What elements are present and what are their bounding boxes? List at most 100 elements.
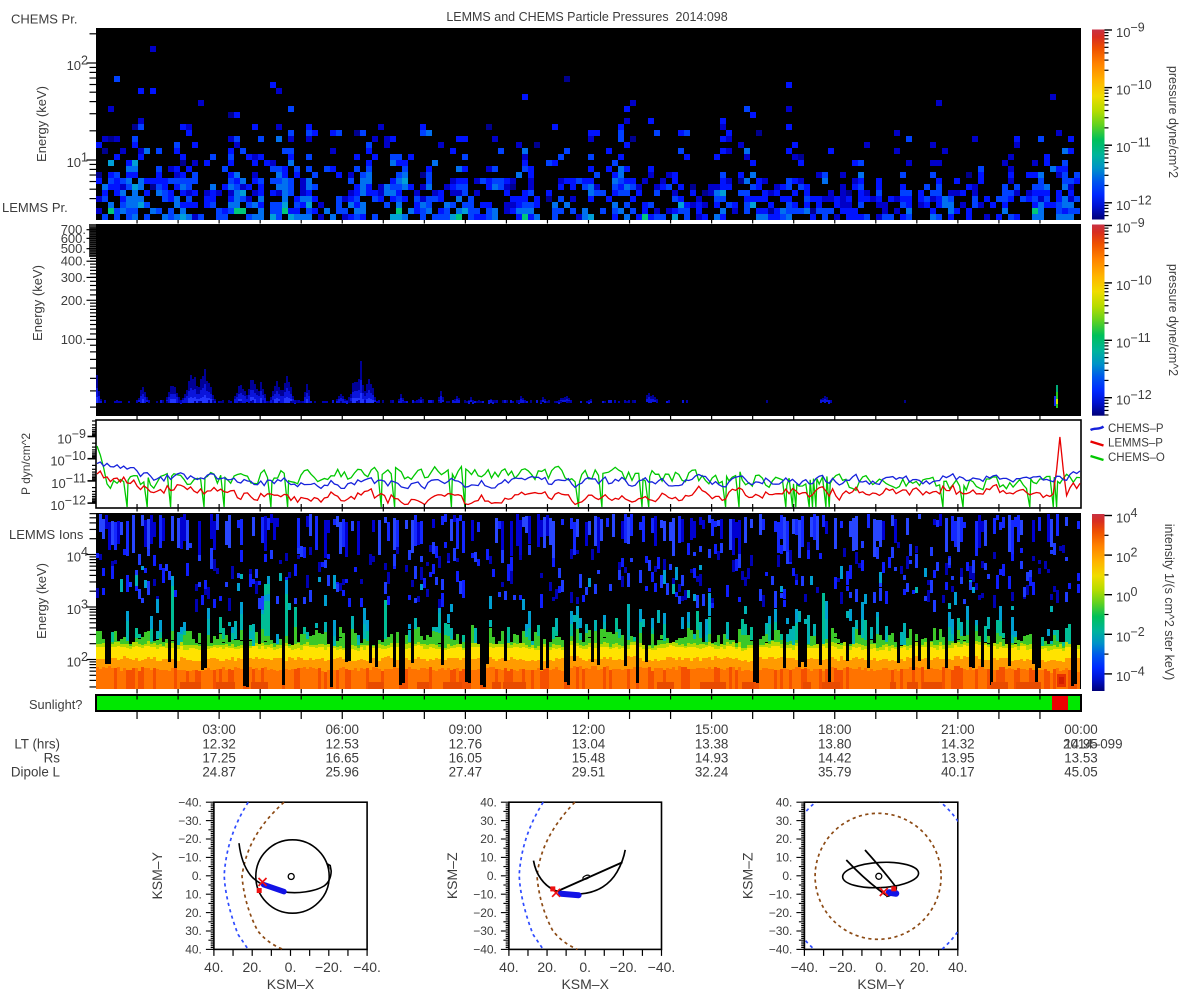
svg-text:14.32: 14.32 bbox=[941, 737, 975, 752]
svg-text:−10.: −10. bbox=[178, 851, 202, 865]
svg-text:KSM–Y: KSM–Y bbox=[857, 976, 905, 992]
svg-text:LEMMS Ions: LEMMS Ions bbox=[9, 527, 84, 542]
svg-text:KSM–Z: KSM–Z bbox=[739, 852, 755, 899]
svg-text:0.: 0. bbox=[487, 869, 497, 883]
svg-text:10−4: 10−4 bbox=[1116, 664, 1145, 684]
svg-text:102: 102 bbox=[67, 54, 88, 74]
svg-text:LEMMS and CHEMS Particle Press: LEMMS and CHEMS Particle Pressures 2014:… bbox=[446, 10, 727, 24]
svg-text:06:00: 06:00 bbox=[325, 722, 359, 737]
svg-text:27.47: 27.47 bbox=[449, 764, 483, 779]
svg-text:104: 104 bbox=[1116, 506, 1137, 526]
svg-text:10−10: 10−10 bbox=[1116, 273, 1152, 293]
svg-text:10−11: 10−11 bbox=[51, 471, 86, 491]
svg-text:12.76: 12.76 bbox=[449, 737, 483, 752]
svg-text:−20.: −20. bbox=[178, 832, 202, 846]
svg-text:40.: 40. bbox=[948, 959, 967, 975]
svg-text:03:00: 03:00 bbox=[202, 722, 236, 737]
svg-text:Energy (keV): Energy (keV) bbox=[34, 563, 49, 639]
svg-text:104: 104 bbox=[67, 545, 88, 565]
svg-text:32.24: 32.24 bbox=[695, 764, 729, 779]
svg-text:−20.: −20. bbox=[769, 906, 793, 920]
svg-text:−30.: −30. bbox=[473, 924, 497, 938]
svg-text:45.05: 45.05 bbox=[1064, 764, 1098, 779]
svg-text:21:00: 21:00 bbox=[941, 722, 975, 737]
svg-text:Energy (keV): Energy (keV) bbox=[34, 86, 49, 162]
svg-text:24.87: 24.87 bbox=[202, 764, 236, 779]
svg-text:10−11: 10−11 bbox=[1116, 136, 1151, 156]
svg-text:−40.: −40. bbox=[473, 943, 497, 957]
svg-text:20.: 20. bbox=[480, 832, 497, 846]
svg-text:pressure dyne/cm^2: pressure dyne/cm^2 bbox=[1166, 264, 1180, 376]
svg-text:40.: 40. bbox=[185, 943, 202, 957]
svg-text:−20.: −20. bbox=[473, 906, 497, 920]
svg-text:101: 101 bbox=[67, 151, 88, 171]
svg-text:Energy (keV): Energy (keV) bbox=[30, 265, 45, 341]
svg-text:P dyn/cm^2: P dyn/cm^2 bbox=[19, 433, 33, 495]
svg-text:−20.: −20. bbox=[610, 959, 638, 975]
svg-text:−20.: −20. bbox=[315, 959, 343, 975]
svg-text:0.: 0. bbox=[285, 959, 297, 975]
svg-text:20.: 20. bbox=[537, 959, 556, 975]
svg-text:−40.: −40. bbox=[178, 795, 202, 809]
svg-text:LT (hrs): LT (hrs) bbox=[14, 737, 60, 752]
svg-text:−40.: −40. bbox=[353, 959, 381, 975]
svg-text:10.: 10. bbox=[185, 887, 202, 901]
svg-text:10.: 10. bbox=[776, 851, 793, 865]
svg-text:14.93: 14.93 bbox=[695, 750, 729, 765]
svg-text:30.: 30. bbox=[776, 814, 793, 828]
svg-text:40.: 40. bbox=[204, 959, 223, 975]
svg-text:10−10: 10−10 bbox=[1116, 78, 1152, 98]
svg-text:13.38: 13.38 bbox=[695, 737, 729, 752]
svg-text:20.: 20. bbox=[776, 832, 793, 846]
svg-text:0.: 0. bbox=[192, 869, 202, 883]
svg-text:−40.: −40. bbox=[769, 943, 793, 957]
svg-text:12.32: 12.32 bbox=[202, 737, 236, 752]
svg-text:pressure dyne/cm^2: pressure dyne/cm^2 bbox=[1166, 66, 1180, 178]
svg-text:00:00: 00:00 bbox=[1064, 722, 1098, 737]
svg-text:10−12: 10−12 bbox=[50, 494, 86, 513]
svg-text:−30.: −30. bbox=[769, 924, 793, 938]
svg-text:14.95: 14.95 bbox=[1064, 737, 1098, 752]
svg-text:100: 100 bbox=[1116, 585, 1137, 605]
svg-text:10−9: 10−9 bbox=[1116, 216, 1145, 236]
svg-text:15.48: 15.48 bbox=[572, 750, 606, 765]
svg-text:20.: 20. bbox=[910, 959, 929, 975]
svg-text:13.04: 13.04 bbox=[572, 737, 606, 752]
svg-text:30.: 30. bbox=[480, 814, 497, 828]
svg-text:20.: 20. bbox=[185, 906, 202, 920]
svg-text:Dipole L: Dipole L bbox=[11, 764, 60, 779]
svg-text:18:00: 18:00 bbox=[818, 722, 852, 737]
svg-text:10−11: 10−11 bbox=[1116, 331, 1151, 351]
svg-text:KSM–Y: KSM–Y bbox=[149, 851, 165, 899]
svg-text:100.: 100. bbox=[61, 332, 86, 347]
svg-text:102: 102 bbox=[1116, 546, 1137, 566]
svg-text:KSM–Z: KSM–Z bbox=[444, 852, 460, 899]
svg-text:29.51: 29.51 bbox=[572, 764, 606, 779]
svg-text:KSM–X: KSM–X bbox=[561, 976, 609, 992]
svg-text:13.80: 13.80 bbox=[818, 737, 852, 752]
svg-text:10−2: 10−2 bbox=[1116, 625, 1145, 645]
svg-text:300.: 300. bbox=[61, 270, 86, 285]
svg-text:40.: 40. bbox=[776, 795, 793, 809]
svg-text:2014–099: 2014–099 bbox=[1063, 737, 1123, 752]
svg-text:LEMMS–P: LEMMS–P bbox=[1108, 438, 1163, 450]
svg-text:CHEMS Pr.: CHEMS Pr. bbox=[11, 12, 77, 27]
svg-text:−30.: −30. bbox=[178, 814, 202, 828]
svg-text:−20.: −20. bbox=[829, 959, 857, 975]
svg-text:−40.: −40. bbox=[648, 959, 676, 975]
svg-text:400.: 400. bbox=[61, 254, 86, 269]
svg-text:20.: 20. bbox=[242, 959, 261, 975]
svg-text:15:00: 15:00 bbox=[695, 722, 729, 737]
svg-text:16.65: 16.65 bbox=[325, 750, 359, 765]
svg-text:10−9: 10−9 bbox=[1116, 21, 1145, 41]
svg-text:10−10: 10−10 bbox=[50, 449, 86, 469]
svg-text:12:00: 12:00 bbox=[572, 722, 606, 737]
svg-text:13.95: 13.95 bbox=[941, 750, 975, 765]
svg-text:10−9: 10−9 bbox=[57, 427, 86, 447]
svg-text:500.: 500. bbox=[61, 241, 86, 256]
svg-text:17.25: 17.25 bbox=[202, 750, 236, 765]
svg-text:−10.: −10. bbox=[769, 887, 793, 901]
svg-text:10.: 10. bbox=[480, 851, 497, 865]
svg-text:40.: 40. bbox=[499, 959, 518, 975]
svg-text:25.96: 25.96 bbox=[325, 764, 359, 779]
